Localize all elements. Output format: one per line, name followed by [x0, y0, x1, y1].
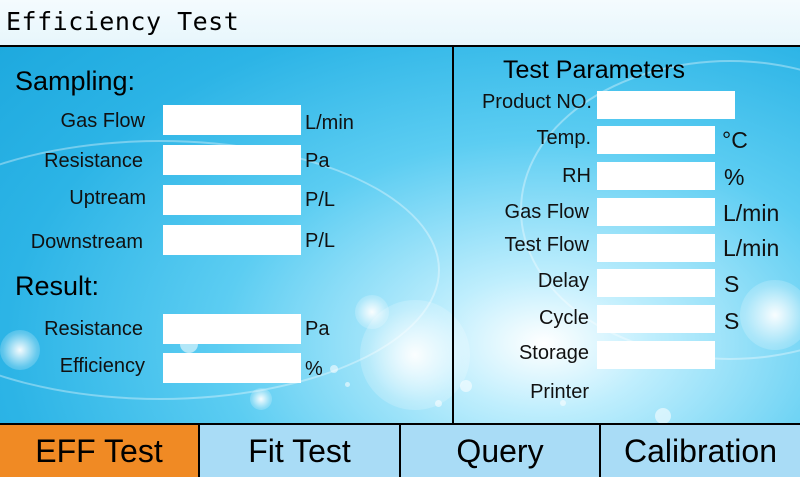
delay-unit: S [724, 271, 740, 297]
gas-flow-label: Gas Flow [504, 201, 589, 223]
title-bar: Efficiency Test [0, 0, 800, 47]
delay-label: Delay [537, 270, 589, 292]
temp-field[interactable] [597, 126, 715, 154]
sampling-upstream-label: Uptream [69, 187, 146, 209]
background-bubble [250, 388, 272, 410]
gas-flow-field[interactable] [597, 198, 715, 226]
sampling-upstream-unit: P/L [305, 189, 336, 211]
sampling-resistance-field[interactable] [163, 145, 301, 175]
result-efficiency-label: Efficiency [59, 355, 145, 377]
temp-label: Temp. [536, 127, 591, 149]
test-flow-field[interactable] [597, 234, 715, 262]
tab-fit-test[interactable]: Fit Test [200, 425, 401, 477]
result-resistance-field [163, 314, 301, 344]
storage-field[interactable] [597, 341, 715, 369]
background-bubble [460, 380, 472, 392]
tab-eff-test[interactable]: EFF Test [0, 425, 200, 477]
result-resistance-label: Resistance [44, 318, 143, 340]
sampling-gas-flow-label: Gas Flow [60, 110, 145, 132]
panel-divider-horizontal [0, 423, 800, 425]
delay-field[interactable] [597, 269, 715, 297]
sampling-heading: Sampling: [15, 66, 136, 96]
tab-calibration[interactable]: Calibration [601, 425, 800, 477]
result-heading: Result: [15, 271, 100, 301]
cycle-unit: S [724, 308, 740, 334]
background-bubble [0, 330, 40, 370]
bottom-tab-bar: EFF Test Fit Test Query Calibration [0, 425, 800, 477]
sampling-downstream-unit: P/L [305, 230, 336, 252]
rh-unit: % [724, 164, 745, 190]
sampling-upstream-field[interactable] [163, 185, 301, 215]
result-resistance-unit: Pa [305, 318, 330, 340]
result-efficiency-field [163, 353, 301, 383]
tab-query[interactable]: Query [401, 425, 601, 477]
sampling-downstream-field[interactable] [163, 225, 301, 255]
cycle-label: Cycle [538, 307, 589, 329]
product-no-label: Product NO. [481, 91, 592, 113]
test-parameters-heading: Test Parameters [503, 56, 686, 84]
sampling-gas-flow-unit: L/min [305, 112, 354, 134]
storage-label: Storage [518, 342, 589, 364]
background-bubble [355, 295, 389, 329]
sampling-resistance-label: Resistance [44, 150, 143, 172]
sampling-gas-flow-field[interactable] [163, 105, 301, 135]
panel-divider-vertical [452, 47, 454, 423]
background-bubble [330, 365, 338, 373]
rh-field[interactable] [597, 162, 715, 190]
background-bubble [740, 280, 800, 350]
background-bubble [655, 408, 671, 424]
result-efficiency-unit: % [305, 358, 323, 380]
gas-flow-unit: L/min [723, 200, 780, 226]
sampling-resistance-unit: Pa [305, 150, 330, 172]
background-bubble [345, 382, 350, 387]
test-flow-label: Test Flow [504, 234, 589, 256]
temp-unit: °C [722, 127, 748, 153]
rh-label: RH [562, 165, 591, 187]
printer-label: Printer [530, 381, 589, 403]
window-title: Efficiency Test [6, 7, 240, 36]
sampling-downstream-label: Downstream [30, 231, 143, 253]
background-bubble [435, 400, 442, 407]
cycle-field[interactable] [597, 305, 715, 333]
test-flow-unit: L/min [723, 235, 780, 261]
product-no-field[interactable] [597, 91, 735, 119]
